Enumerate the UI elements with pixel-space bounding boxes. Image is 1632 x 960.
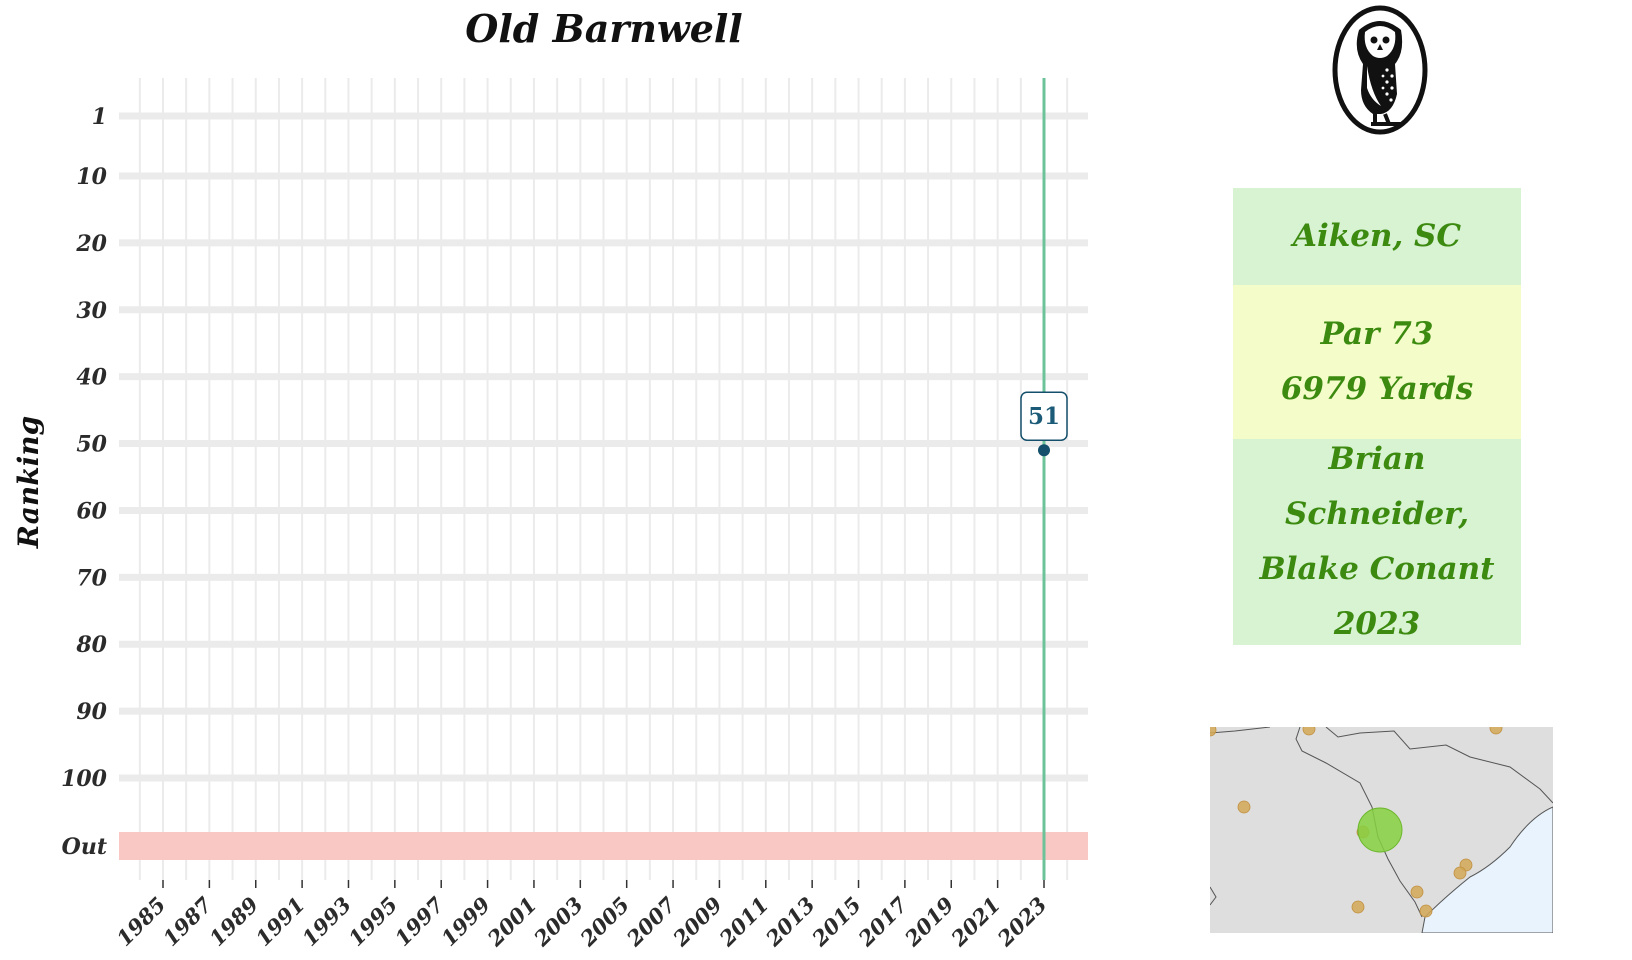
- y-tick-label: 90: [76, 699, 107, 725]
- x-tick-label: 2005: [575, 892, 635, 952]
- point-label: 51: [1028, 403, 1060, 430]
- x-tick-label: 2023: [992, 892, 1052, 952]
- designer-1-text: Brian Schneider,: [1284, 441, 1470, 532]
- south-carolina-locator-map: [1210, 727, 1553, 933]
- x-tick-label: 2003: [528, 892, 588, 952]
- designer-2-text: Blake Conant: [1259, 551, 1495, 587]
- x-tick-label: 1999: [436, 892, 495, 951]
- x-tick-label: 1991: [251, 892, 310, 951]
- x-tick-label: 2015: [806, 892, 866, 952]
- yards-text: 6979 Yards: [1280, 371, 1474, 407]
- y-tick-label: 20: [75, 231, 107, 257]
- y-tick-label: 30: [76, 298, 107, 324]
- x-tick-label: 2011: [714, 892, 774, 952]
- y-tick-label: 10: [76, 164, 107, 190]
- x-tick-label: 1995: [343, 892, 402, 951]
- x-tick-label: 2001: [482, 892, 542, 952]
- y-tick-label: 70: [76, 565, 107, 591]
- designers-box: Brian Schneider, Blake Conant 2023: [1233, 439, 1521, 645]
- y-tick-label: 60: [76, 498, 107, 524]
- par-text: Par 73: [1320, 316, 1434, 352]
- x-tick-label: 1989: [204, 892, 263, 951]
- x-tick-label: 2019: [899, 892, 959, 952]
- x-tick-label: 2007: [621, 892, 681, 952]
- y-axis-label: Ranking: [12, 416, 45, 549]
- owl-logo: [1325, 2, 1435, 141]
- x-tick-label: 2009: [667, 892, 727, 952]
- y-tick-label: Out: [62, 834, 107, 860]
- x-tick-label: 1987: [158, 892, 217, 951]
- ranking-chart: Old Barnwell Ranking 1 10 20 30 40 50 60 70 80 90…: [12, 6, 1088, 952]
- x-tick-label: 2021: [945, 892, 1005, 952]
- y-tick-label: 80: [75, 632, 107, 658]
- x-tick-label: 2017: [853, 892, 913, 952]
- data-point: [1038, 444, 1050, 457]
- point-label-box: [1020, 391, 1068, 441]
- location-text: Aiken, SC: [1292, 218, 1462, 254]
- y-tick-label: 1: [92, 104, 107, 130]
- x-tick-label: 1993: [297, 892, 356, 951]
- opened-year-text: 2023: [1333, 606, 1421, 642]
- y-tick-label: 40: [76, 365, 107, 391]
- location-box: Aiken, SC: [1233, 188, 1521, 285]
- x-tick-label: 1985: [112, 892, 171, 951]
- owl-icon: [1332, 5, 1428, 135]
- x-tick-label: 2013: [760, 892, 820, 952]
- course-stats-box: Par 73 6979 Yards: [1233, 285, 1521, 439]
- plot-area: 1102030405060708090100Out198519871989199…: [61, 78, 1088, 952]
- y-tick-label: 50: [76, 432, 107, 458]
- x-tick-label: 1997: [390, 892, 449, 951]
- location-map: [1210, 727, 1553, 933]
- out-band: [119, 832, 1088, 860]
- chart-title: Old Barnwell: [465, 6, 743, 51]
- y-tick-label: 100: [61, 766, 108, 792]
